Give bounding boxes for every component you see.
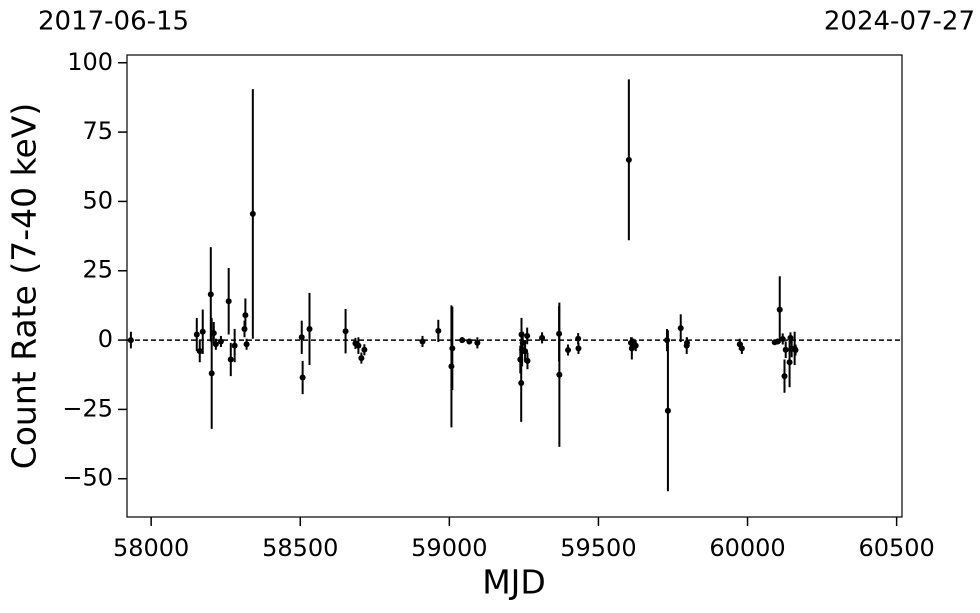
data-point [242, 312, 249, 319]
data-point [459, 337, 466, 344]
y-tick-label: 25 [82, 256, 113, 284]
data-point [127, 337, 134, 344]
data-point [518, 380, 525, 387]
top-right-label: 2024-07-27 [824, 7, 975, 37]
top-left-label: 2017-06-15 [38, 7, 189, 37]
data-point [664, 407, 671, 414]
x-tick-label: 58500 [262, 534, 338, 562]
x-tick-label: 58000 [113, 534, 189, 562]
data-point [299, 374, 306, 381]
x-tick-label: 59500 [560, 534, 636, 562]
data-point [787, 334, 794, 341]
x-tick-label: 60000 [709, 534, 785, 562]
data-point [776, 306, 783, 313]
data-point [632, 342, 639, 349]
y-tick-label: −50 [62, 464, 113, 492]
data-point [625, 156, 632, 163]
data-point [193, 331, 200, 338]
data-point [249, 210, 256, 217]
data-point [556, 371, 563, 378]
data-point [210, 330, 217, 337]
data-point [449, 345, 456, 352]
data-point [342, 328, 349, 335]
y-axis-label: Count Rate (7-40 keV) [5, 103, 44, 470]
data-point [782, 346, 789, 353]
x-axis-label: MJD [482, 563, 546, 602]
plot-frame [126, 54, 903, 518]
data-point [358, 355, 365, 362]
data-point [575, 345, 582, 352]
data-point [435, 327, 442, 334]
data-point [207, 291, 214, 298]
data-point [786, 359, 793, 366]
data-point [792, 347, 799, 354]
data-point [419, 338, 426, 345]
data-point [779, 335, 786, 342]
data-point [684, 339, 691, 346]
data-point [227, 356, 234, 363]
data-point [677, 325, 684, 332]
data-point [738, 345, 745, 352]
x-tick-label: 60500 [858, 534, 934, 562]
data-point [524, 332, 531, 339]
y-tick-label: 0 [98, 325, 113, 353]
y-tick-label: 100 [67, 48, 113, 76]
data-point [466, 338, 473, 345]
data-point [306, 325, 313, 332]
data-point [208, 370, 215, 377]
data-point [474, 339, 481, 346]
data-point [781, 373, 788, 380]
data-point [225, 298, 232, 305]
data-point [361, 346, 368, 353]
data-point [355, 342, 362, 349]
data-point [196, 348, 203, 355]
data-point [524, 357, 531, 364]
data-point [298, 334, 305, 341]
data-point [243, 341, 250, 348]
data-point [212, 341, 219, 348]
data-point [217, 338, 224, 345]
x-tick-label: 59000 [411, 534, 487, 562]
y-tick-label: 75 [82, 117, 113, 145]
data-point [565, 347, 572, 354]
y-tick-label: −25 [62, 394, 113, 422]
data-point [539, 334, 546, 341]
data-point [231, 342, 238, 349]
y-tick-label: 50 [82, 186, 113, 214]
data-point [575, 335, 582, 342]
data-point [199, 328, 206, 335]
